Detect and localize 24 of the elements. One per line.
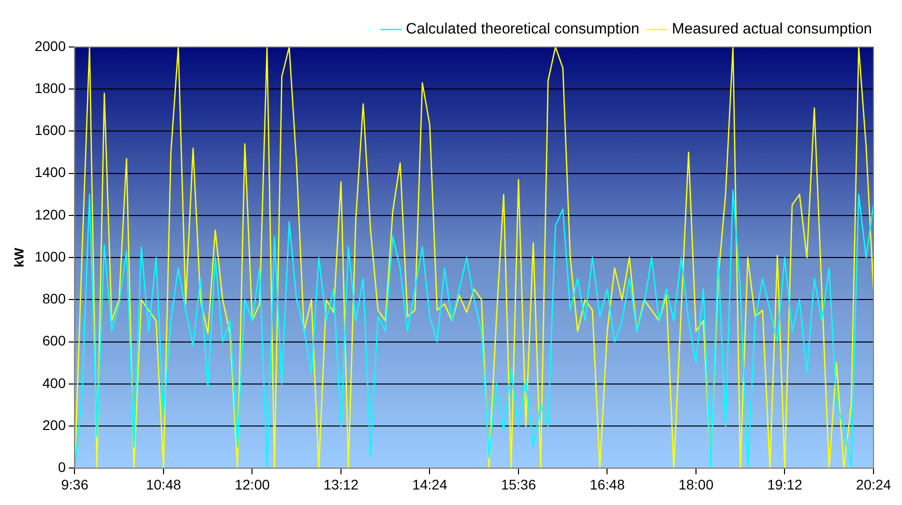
x-tick-label: 10:48	[146, 476, 182, 492]
legend-label: Calculated theoretical consumption	[406, 20, 640, 38]
legend-label: Measured actual consumption	[672, 20, 872, 38]
y-tick-label: 0	[58, 459, 66, 476]
y-axis-title: kW	[11, 247, 26, 268]
x-tick-label: 16:48	[590, 476, 625, 492]
y-tick-label: 1600	[34, 122, 66, 138]
x-tick-label: 19:12	[767, 476, 802, 492]
x-tick-label: 14:24	[412, 476, 448, 492]
y-tick-label: 1400	[34, 164, 66, 180]
y-tick-label: 1200	[34, 206, 66, 222]
y-tick-label: 200	[42, 416, 66, 433]
x-tick-label: 18:00	[678, 476, 714, 492]
x-tick-label: 13:12	[323, 476, 359, 492]
x-tick-label: 15:36	[500, 476, 536, 492]
y-tick-label: 1800	[34, 80, 66, 96]
x-tick-label: 9:36	[61, 476, 89, 492]
x-tick-label: 12:00	[234, 476, 270, 492]
y-tick-label: 2000	[34, 38, 66, 54]
y-tick-label: 400	[42, 374, 66, 391]
y-tick-label: 600	[42, 332, 66, 349]
y-tick-label: 1000	[34, 248, 66, 264]
y-tick-label: 800	[42, 290, 66, 307]
x-tick-label: 20:24	[856, 476, 892, 492]
